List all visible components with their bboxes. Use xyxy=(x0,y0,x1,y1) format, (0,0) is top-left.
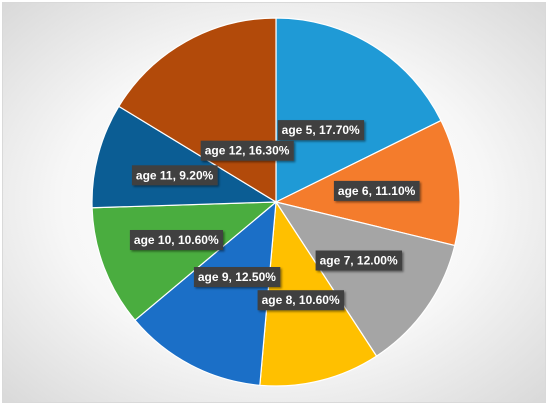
data-label-age-12: age 12, 16.30% xyxy=(200,140,294,161)
data-label-box xyxy=(257,290,344,311)
pie-slices xyxy=(91,17,461,387)
pie-slice-age-7 xyxy=(274,201,456,357)
data-label-age-10: age 10, 10.60% xyxy=(129,230,223,250)
pie-slice-age-9 xyxy=(134,200,277,386)
data-label-age-7: age 7, 12.00% xyxy=(315,250,402,271)
data-label-text: age 10, 10.60% xyxy=(134,233,219,247)
data-label-text: age 7, 12.00% xyxy=(320,254,398,268)
data-label-text: age 8, 10.60% xyxy=(262,293,340,307)
data-label-box xyxy=(315,250,402,271)
data-label-box xyxy=(277,120,365,141)
data-label-box xyxy=(333,180,420,201)
data-label-text: age 11, 9.20% xyxy=(136,168,214,182)
data-label-box xyxy=(193,267,281,287)
data-labels: age 5, 17.70% age 6, 11.10% age 7, 12.00% a… xyxy=(129,120,420,311)
pie-slice-age-5 xyxy=(275,17,442,203)
data-label-box xyxy=(131,165,218,186)
data-label-age-6: age 6, 11.10% xyxy=(333,180,420,201)
data-label-text: age 12, 16.30% xyxy=(205,144,290,158)
data-label-age-9: age 9, 12.50% xyxy=(193,267,281,287)
data-label-text: age 9, 12.50% xyxy=(198,270,276,284)
data-label-box xyxy=(129,230,223,250)
data-label-age-11: age 11, 9.20% xyxy=(131,165,218,186)
data-label-age-8: age 8, 10.60% xyxy=(257,290,344,311)
data-label-text: age 6, 11.10% xyxy=(338,184,416,198)
data-label-box xyxy=(200,140,294,161)
data-label-age-5: age 5, 17.70% xyxy=(277,120,365,141)
data-label-text: age 5, 17.70% xyxy=(282,123,360,137)
